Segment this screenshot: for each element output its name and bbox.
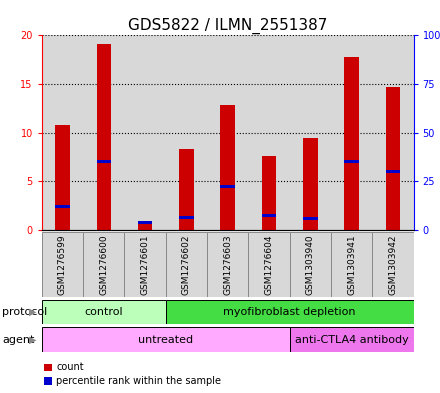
Text: anti-CTLA4 antibody: anti-CTLA4 antibody [295, 334, 408, 345]
Bar [125, 35, 166, 230]
Bar [345, 160, 359, 163]
Bar [386, 87, 400, 230]
FancyBboxPatch shape [42, 300, 166, 324]
Bar [179, 216, 194, 219]
Bar [166, 35, 207, 230]
Bar [290, 35, 331, 230]
Bar [331, 35, 372, 230]
FancyBboxPatch shape [42, 232, 83, 297]
Bar [248, 35, 290, 230]
Bar [345, 57, 359, 230]
Text: count: count [56, 362, 84, 373]
Bar [179, 149, 194, 230]
Bar [386, 170, 400, 173]
FancyBboxPatch shape [248, 232, 290, 297]
FancyBboxPatch shape [290, 232, 331, 297]
FancyBboxPatch shape [207, 232, 248, 297]
Bar [220, 185, 235, 187]
FancyBboxPatch shape [290, 327, 414, 352]
Text: control: control [84, 307, 123, 317]
Bar [138, 220, 152, 224]
Text: protocol: protocol [2, 307, 48, 317]
FancyBboxPatch shape [83, 232, 125, 297]
FancyBboxPatch shape [166, 300, 414, 324]
Bar [303, 217, 318, 220]
Bar [262, 214, 276, 217]
Text: ▶: ▶ [29, 307, 36, 317]
Text: agent: agent [2, 334, 35, 345]
Text: GSM1303941: GSM1303941 [347, 234, 356, 295]
Bar [42, 35, 83, 230]
FancyBboxPatch shape [372, 232, 414, 297]
Bar [207, 35, 248, 230]
Bar [96, 160, 111, 163]
Text: GSM1303940: GSM1303940 [306, 234, 315, 295]
FancyBboxPatch shape [42, 327, 290, 352]
Text: percentile rank within the sample: percentile rank within the sample [56, 376, 221, 386]
Bar [55, 205, 70, 208]
Bar [220, 105, 235, 230]
Text: untreated: untreated [138, 334, 193, 345]
Bar [83, 35, 125, 230]
Text: GSM1276602: GSM1276602 [182, 234, 191, 294]
Title: GDS5822 / ILMN_2551387: GDS5822 / ILMN_2551387 [128, 18, 327, 34]
Text: GSM1276604: GSM1276604 [264, 234, 274, 294]
Text: ▶: ▶ [29, 334, 36, 345]
Bar [55, 125, 70, 230]
Text: GSM1276600: GSM1276600 [99, 234, 108, 295]
Text: GSM1303942: GSM1303942 [389, 234, 397, 294]
Bar [303, 138, 318, 230]
FancyBboxPatch shape [125, 232, 166, 297]
Bar [262, 156, 276, 230]
Text: GSM1276603: GSM1276603 [223, 234, 232, 295]
FancyBboxPatch shape [331, 232, 372, 297]
Text: myofibroblast depletion: myofibroblast depletion [224, 307, 356, 317]
Text: GSM1276599: GSM1276599 [58, 234, 67, 295]
Bar [138, 222, 152, 230]
Bar [372, 35, 414, 230]
Text: GSM1276601: GSM1276601 [140, 234, 150, 295]
Bar [96, 44, 111, 230]
FancyBboxPatch shape [166, 232, 207, 297]
